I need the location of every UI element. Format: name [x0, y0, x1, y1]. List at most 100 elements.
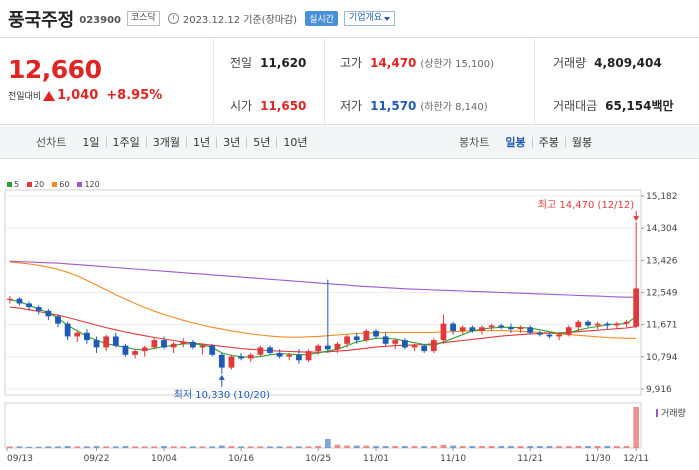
- volume-bar: [305, 446, 312, 448]
- volume-bar: [132, 446, 138, 448]
- stock-header: 풍국주정 023900 코스닥 2023.12.12 기준(장마감) 실시간 기…: [0, 0, 699, 38]
- candle-body: [112, 336, 119, 346]
- period-5y[interactable]: 5년: [246, 136, 276, 148]
- candle-chart-label: 봉차트: [459, 136, 490, 149]
- period-3m[interactable]: 3개월: [145, 136, 186, 148]
- candle-body: [411, 345, 418, 348]
- candle-body: [286, 354, 293, 357]
- candle-options: 봉차트 일봉 주봉 월봉: [459, 134, 598, 150]
- period-1y[interactable]: 1년: [186, 136, 216, 148]
- volume-bar: [527, 445, 534, 448]
- candle-body: [623, 321, 630, 324]
- volume-bar: [228, 445, 235, 448]
- company-info-label: 기업개요: [348, 13, 383, 23]
- stat-value: 65,154: [605, 99, 652, 113]
- candle-body: [132, 351, 138, 355]
- stat-label: 고가: [340, 56, 363, 70]
- candle-body: [565, 327, 572, 335]
- volume-bar: [6, 446, 13, 448]
- legend-ma60[interactable]: 60: [52, 180, 69, 189]
- legend-swatch: [7, 182, 12, 187]
- x-tick-label: 11/21: [517, 454, 543, 464]
- x-tick-label: 10/04: [151, 454, 177, 464]
- legend-label: 5: [14, 180, 20, 189]
- stat-sub: (하한가 8,140): [420, 102, 488, 113]
- volume-bar: [35, 446, 42, 448]
- market-badge: 코스닥: [127, 11, 160, 26]
- volume-bar: [363, 445, 370, 448]
- y-tick-label: 10,794: [646, 353, 678, 363]
- line-chart-label: 선차트: [36, 136, 67, 149]
- period-bar: 선차트 1일 1주일 3개월 1년 3년 5년 10년 봉차트 일봉 주봉 월봉: [0, 126, 699, 159]
- volume-bar: [26, 446, 32, 448]
- legend-label: 60: [59, 180, 70, 189]
- candle-body: [122, 345, 129, 355]
- candle-body: [363, 330, 370, 341]
- legend-swatch: [27, 182, 33, 187]
- volume-bar: [373, 445, 379, 448]
- candle-body: [180, 341, 187, 344]
- low-arrow-head: [218, 374, 225, 380]
- candle-monthly[interactable]: 월봉: [564, 136, 598, 148]
- period-1w[interactable]: 1주일: [105, 136, 146, 148]
- candle-body: [190, 341, 196, 348]
- legend-label: 20: [34, 180, 45, 189]
- candle-body: [315, 345, 322, 352]
- legend-ma5[interactable]: 5: [7, 180, 19, 189]
- candle-body: [498, 325, 505, 328]
- volume-bar: [64, 445, 71, 448]
- candle-body: [575, 321, 582, 328]
- volume-bar: [112, 446, 119, 448]
- volume-frame: [4, 402, 642, 449]
- period-1d[interactable]: 1일: [82, 135, 100, 149]
- realtime-button[interactable]: 실시간: [305, 11, 338, 26]
- clock-icon: [167, 13, 179, 24]
- stat-unit: 백만: [651, 99, 674, 113]
- stat-prev-close: 전일 11,620: [230, 54, 306, 71]
- period-10y[interactable]: 10년: [276, 136, 313, 148]
- divider: [213, 39, 214, 125]
- volume-bar: [151, 446, 158, 448]
- candle-body: [6, 298, 13, 300]
- x-tick-label: 11/01: [363, 454, 389, 464]
- volume-bar: [238, 446, 244, 448]
- candle-body: [247, 354, 254, 359]
- candle-body: [585, 321, 591, 326]
- stat-amount: 거래대금 65,154 백만: [553, 97, 674, 114]
- candle-body: [296, 354, 302, 361]
- high-annotation: 최고 14,470 (12/12): [538, 199, 634, 211]
- volume-bar: [141, 446, 148, 448]
- volume-bar: [421, 445, 428, 448]
- volume-bar: [257, 446, 264, 448]
- candle-body: [16, 298, 23, 304]
- volume-bar: [16, 446, 23, 448]
- ma5-line: [9, 299, 637, 358]
- stat-open: 시가 11,650: [230, 97, 306, 114]
- volume-bar: [122, 445, 129, 448]
- volume-bar: [430, 445, 437, 448]
- x-tick-label: 10/16: [228, 454, 254, 464]
- candle-body: [257, 347, 264, 355]
- price-chart[interactable]: 15,182 14,304 13,426 12,549 11,671 10,794 9,91…: [0, 186, 699, 470]
- volume-bar: [161, 445, 167, 448]
- volume-bar: [565, 445, 572, 448]
- candle-body: [267, 347, 273, 353]
- candle-body: [84, 332, 90, 341]
- period-3y[interactable]: 3년: [216, 136, 246, 148]
- volume-bar: [450, 445, 456, 448]
- candle-body: [324, 345, 331, 350]
- candle-daily[interactable]: 일봉: [505, 135, 526, 149]
- volume-label: 거래량: [661, 407, 686, 419]
- ma-legend: 5 20 60 120: [7, 180, 100, 189]
- candlestick-chart[interactable]: 15,182 14,304 13,426 12,549 11,671 10,794 9,91…: [0, 186, 699, 470]
- low-annotation: 최저 10,330 (10/20): [174, 389, 270, 401]
- legend-ma20[interactable]: 20: [27, 180, 44, 189]
- candle-body: [93, 340, 100, 348]
- stat-value: 11,570: [370, 99, 417, 113]
- volume-bar: [479, 445, 485, 448]
- candle-weekly[interactable]: 주봉: [531, 136, 565, 148]
- change-row: 전일대비 1,040 +8.95%: [8, 88, 162, 103]
- volume-bar: [324, 438, 331, 448]
- company-info-dropdown[interactable]: 기업개요: [343, 11, 396, 26]
- legend-ma120[interactable]: 120: [77, 180, 100, 189]
